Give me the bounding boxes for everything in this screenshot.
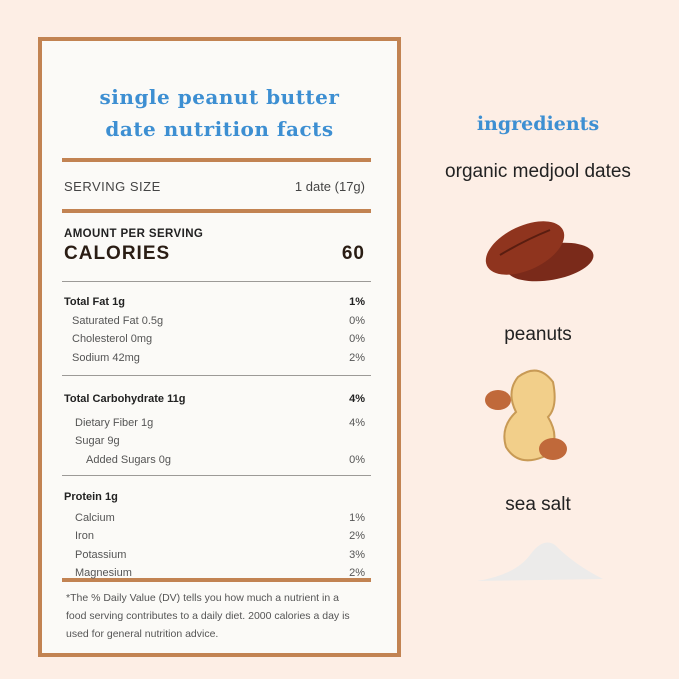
- ingredient-sea-salt: sea salt: [505, 494, 571, 515]
- nutrient-dv: 0%: [349, 453, 365, 466]
- nutrient-row: Total Carbohydrate 11g 4%: [64, 393, 365, 405]
- nutrient-name: Protein 1g: [64, 491, 118, 503]
- nutrient-row: Calcium 1%: [64, 512, 365, 524]
- calories-row: CALORIES 60: [64, 243, 365, 265]
- nutrient-name: Total Carbohydrate 11g: [64, 393, 186, 405]
- nutrient-dv: 0%: [349, 333, 365, 345]
- nutrient-dv: 2%: [349, 567, 365, 579]
- nutrient-row: Added Sugars 0g 0%: [64, 454, 365, 466]
- nutrient-name: Magnesium: [75, 567, 132, 579]
- nutrient-row: Cholesterol 0mg 0%: [64, 333, 365, 345]
- nutrient-row: Dietary Fiber 1g 4%: [64, 417, 365, 429]
- nutrient-dv: 1%: [349, 296, 365, 308]
- amount-per-serving: AMOUNT PER SERVING: [64, 228, 204, 240]
- nutrient-name: Added Sugars 0g: [86, 453, 172, 466]
- nutrient-row: Sodium 42mg 2%: [64, 352, 365, 364]
- calories-value: 60: [341, 243, 365, 264]
- divider: [62, 281, 371, 282]
- nutrient-dv: 0%: [349, 314, 365, 327]
- ingredient-peanuts: peanuts: [504, 324, 572, 345]
- calories-label: CALORIES: [64, 243, 171, 264]
- serving-size-label: SERVING SIZE: [64, 179, 161, 194]
- nutrition-label: single peanut butter date nutrition fact…: [38, 37, 401, 657]
- divider: [62, 158, 371, 162]
- serving-size-value: 1 date (17g): [294, 179, 365, 194]
- dates-icon: [485, 221, 594, 282]
- ingredient-dates: organic medjool dates: [445, 161, 631, 182]
- nutrient-name: Potassium: [75, 548, 127, 561]
- nutrient-row: Iron 2%: [64, 530, 365, 542]
- salt-pile-icon: [477, 542, 603, 581]
- nutrient-dv: 2%: [349, 351, 365, 364]
- title-line-1: single peanut butter: [99, 85, 340, 109]
- nutrient-dv: 4%: [349, 416, 365, 429]
- nutrient-row: Sugar 9g: [64, 435, 365, 447]
- nutrient-name: Dietary Fiber 1g: [75, 416, 154, 429]
- peanut-icon: [485, 369, 567, 462]
- ingredients-heading: ingredients: [476, 113, 600, 135]
- nutrient-row: Total Fat 1g 1%: [64, 296, 365, 308]
- divider: [62, 209, 371, 213]
- nutrient-name: Sugar 9g: [75, 435, 120, 447]
- nutrient-name: Saturated Fat 0.5g: [72, 314, 164, 327]
- nutrient-name: Calcium: [75, 511, 115, 524]
- nutrient-name: Cholesterol 0mg: [72, 333, 153, 345]
- nutrient-row: Magnesium 2%: [64, 567, 365, 579]
- nutrient-row: Potassium 3%: [64, 549, 365, 561]
- label-title: single peanut butter date nutrition fact…: [42, 81, 397, 145]
- nutrient-dv: 3%: [349, 548, 365, 561]
- footnote: *The % Daily Value (DV) tells you how mu…: [66, 592, 350, 640]
- divider: [62, 375, 371, 376]
- nutrient-dv: 2%: [349, 530, 365, 542]
- divider: [62, 475, 371, 476]
- nutrient-row: Saturated Fat 0.5g 0%: [64, 315, 365, 327]
- nutrient-dv: 4%: [349, 393, 365, 405]
- divider: [62, 578, 371, 582]
- nutrient-row: Protein 1g: [64, 491, 365, 503]
- nutrient-name: Iron: [75, 530, 94, 542]
- nutrient-name: Sodium 42mg: [72, 351, 140, 364]
- nutrient-name: Total Fat 1g: [64, 296, 125, 308]
- title-line-2: date nutrition facts: [105, 117, 334, 141]
- serving-size-row: SERVING SIZE 1 date (17g): [64, 179, 365, 194]
- nutrient-dv: 1%: [349, 511, 365, 524]
